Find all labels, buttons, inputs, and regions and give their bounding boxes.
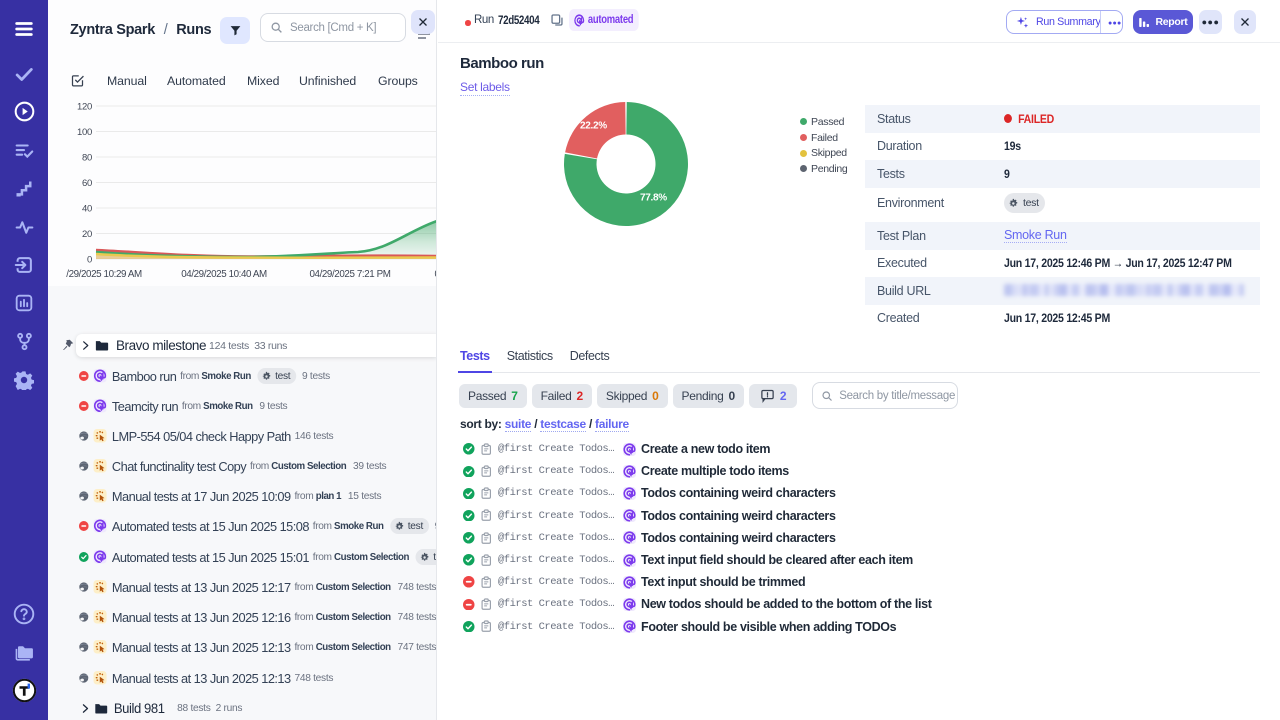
svg-text:04/29/2025 10:40 AM: 04/29/2025 10:40 AM [181,269,267,280]
svg-text:100: 100 [77,127,92,138]
svg-text:80: 80 [82,153,92,164]
svg-text:20: 20 [82,229,92,240]
svg-text:40: 40 [82,204,92,215]
svg-text:0: 0 [87,255,92,266]
svg-text:77.8%: 77.8% [640,193,667,204]
svg-text:120: 120 [77,102,92,113]
svg-text:04/29/2025 7:21 PM: 04/29/2025 7:21 PM [309,269,390,280]
svg-text:60: 60 [82,178,92,189]
svg-text:/29/2025 10:29 AM: /29/2025 10:29 AM [66,269,142,280]
svg-text:22.2%: 22.2% [580,121,607,132]
svg-text:0: 0 [434,269,437,280]
